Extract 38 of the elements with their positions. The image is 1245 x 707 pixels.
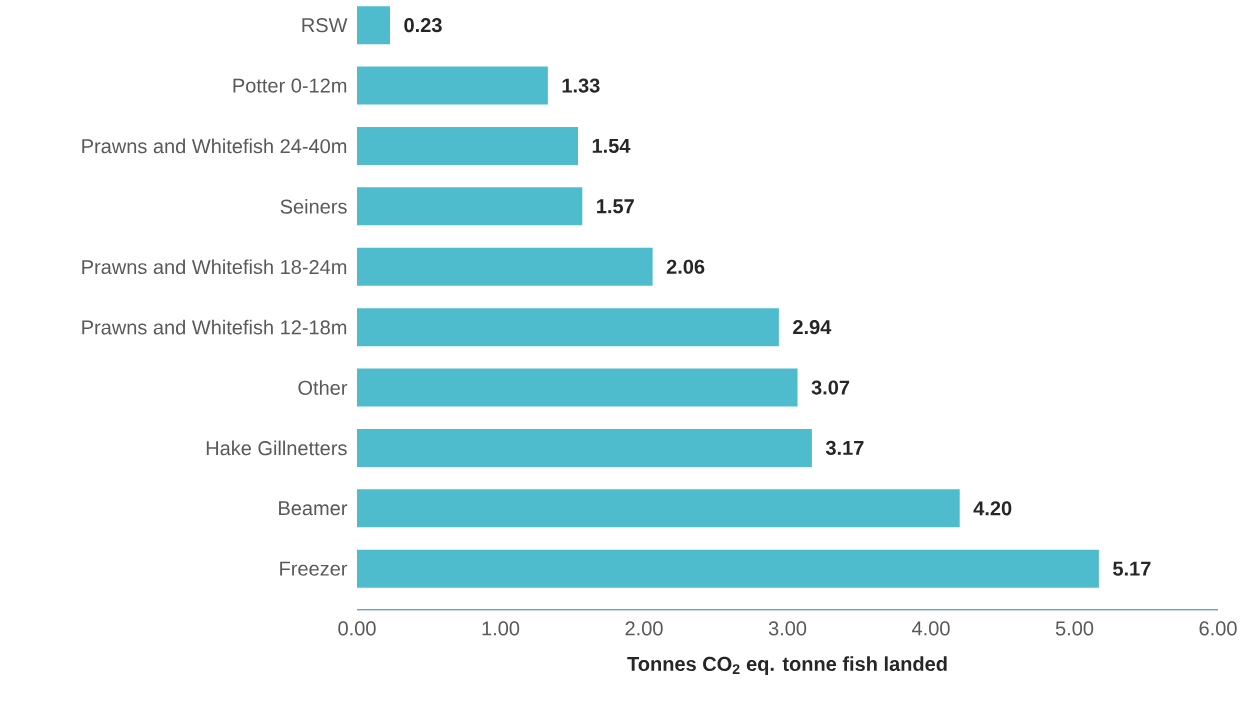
y-tick-label: Freezer	[280, 561, 348, 576]
data-label: 5.17	[1113, 561, 1151, 576]
bar	[357, 126, 578, 165]
data-label: 3.07	[811, 380, 850, 395]
data-label: 2.94	[793, 320, 832, 335]
y-tick-label: Seiners	[280, 199, 347, 214]
x-tick-label: 4.00	[911, 621, 950, 636]
data-label: 2.06	[666, 259, 705, 274]
y-tick-label: Beamer	[279, 501, 348, 516]
y-tick-label: Other	[298, 380, 348, 395]
y-tick-label: Hake Gillnetters	[206, 440, 347, 456]
y-tick-label: Prawns and Whitefish 12-18m	[82, 319, 347, 335]
bar	[357, 368, 798, 407]
x-axis-title: Tonnes CO$_{2}$ eq. tonne fish landed	[627, 656, 947, 675]
data-label: 1.54	[592, 138, 631, 153]
data-label: 1.33	[562, 78, 600, 93]
data-label: 0.23	[404, 18, 442, 33]
x-tick-label: 0.00	[338, 621, 376, 636]
data-label: 4.20	[973, 501, 1012, 516]
x-tick-label: 2.00	[625, 621, 663, 636]
bar	[357, 6, 391, 45]
y-tick-label: Prawns and Whitefish 24-40m	[82, 138, 347, 154]
x-tick-label: 1.00	[482, 621, 520, 636]
y-tick-label: Prawns and Whitefish 18-24m	[82, 259, 347, 275]
x-tick-label: 6.00	[1199, 621, 1237, 636]
y-tick-label: Potter 0-12m	[233, 78, 347, 93]
bar	[357, 428, 812, 467]
bar	[357, 247, 653, 286]
y-tick-label: RSW	[302, 18, 348, 33]
bar	[357, 66, 548, 105]
data-label: 1.57	[597, 199, 634, 214]
x-tick-label: 5.00	[1055, 621, 1094, 636]
bar	[357, 308, 779, 347]
bar	[357, 549, 1099, 588]
bar	[357, 489, 960, 528]
data-label: 3.17	[825, 440, 864, 456]
x-tick-label: 3.00	[768, 621, 807, 636]
bar	[357, 187, 583, 226]
